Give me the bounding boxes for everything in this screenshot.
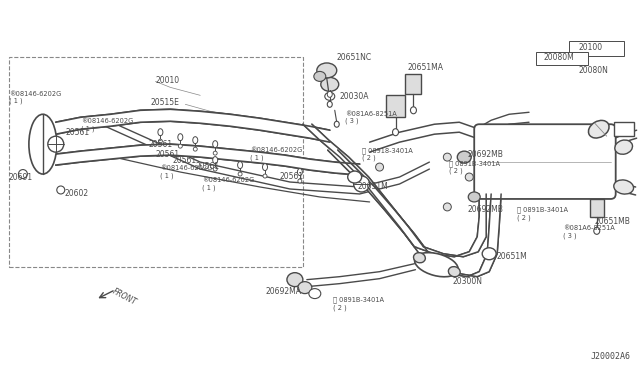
Text: 20030A: 20030A [340, 92, 369, 101]
Bar [590, 199, 604, 217]
Text: Ⓝ 0891B-3401A
( 2 ): Ⓝ 0891B-3401A ( 2 ) [517, 207, 568, 221]
Text: 20561: 20561 [172, 155, 196, 164]
Ellipse shape [444, 153, 451, 161]
Ellipse shape [57, 186, 65, 194]
Ellipse shape [392, 129, 399, 136]
Ellipse shape [287, 273, 303, 286]
Text: 20651MA: 20651MA [408, 63, 444, 72]
Ellipse shape [410, 107, 417, 114]
Text: 20692MA: 20692MA [265, 287, 301, 296]
Ellipse shape [465, 173, 473, 181]
Text: 20692MB: 20692MB [467, 150, 503, 158]
Ellipse shape [213, 167, 217, 171]
Ellipse shape [468, 192, 480, 202]
Text: ®081A6-8251A
( 3 ): ®081A6-8251A ( 3 ) [345, 110, 396, 124]
Text: 20561: 20561 [148, 140, 173, 149]
Text: ®08146-6202G
( 1 ): ®08146-6202G ( 1 ) [9, 91, 61, 104]
Text: J20002A6: J20002A6 [591, 352, 630, 361]
Polygon shape [56, 144, 360, 175]
Ellipse shape [327, 101, 332, 107]
Text: 20100: 20100 [579, 43, 603, 52]
Ellipse shape [449, 267, 460, 277]
Bar [406, 74, 421, 94]
Ellipse shape [262, 164, 268, 170]
Text: ®08146-6202G
( 1 ): ®08146-6202G ( 1 ) [250, 147, 302, 161]
Bar [569, 41, 623, 57]
Text: 20515E: 20515E [150, 98, 179, 107]
Bar [614, 122, 634, 136]
Text: Ⓝ 08918-3401A
( 2 ): Ⓝ 08918-3401A ( 2 ) [362, 147, 412, 161]
Text: 20080M: 20080M [544, 53, 575, 62]
Ellipse shape [237, 161, 243, 169]
Text: 20561: 20561 [66, 128, 90, 137]
Ellipse shape [298, 179, 302, 183]
Bar [385, 95, 406, 117]
Ellipse shape [615, 140, 632, 154]
Ellipse shape [324, 92, 335, 100]
Ellipse shape [212, 157, 218, 164]
Text: ®081A6-8251A
( 3 ): ®081A6-8251A ( 3 ) [563, 225, 614, 238]
Text: 20010: 20010 [156, 76, 180, 85]
Text: 20602: 20602 [65, 189, 89, 199]
Polygon shape [56, 109, 330, 142]
Ellipse shape [594, 227, 600, 234]
Ellipse shape [158, 129, 163, 136]
Ellipse shape [314, 71, 326, 81]
Ellipse shape [159, 139, 163, 143]
Text: ®08146-6202G
( 1 ): ®08146-6202G ( 1 ) [161, 165, 212, 179]
Text: Ⓝ 0891B-3401A
( 2 ): Ⓝ 0891B-3401A ( 2 ) [333, 296, 384, 311]
Text: FRONT: FRONT [111, 286, 138, 307]
Text: 20651M: 20651M [358, 183, 388, 192]
Ellipse shape [193, 147, 197, 151]
Ellipse shape [263, 174, 267, 178]
Ellipse shape [354, 176, 370, 192]
Text: 20651M: 20651M [496, 252, 527, 261]
Polygon shape [303, 124, 424, 247]
Ellipse shape [19, 170, 28, 179]
Polygon shape [415, 194, 486, 257]
Ellipse shape [317, 63, 337, 78]
Text: ®08146-6202G
( 1 ): ®08146-6202G ( 1 ) [81, 118, 133, 132]
Ellipse shape [588, 121, 609, 138]
Ellipse shape [29, 114, 57, 174]
Text: 20651MB: 20651MB [595, 217, 630, 227]
Ellipse shape [415, 253, 458, 277]
Bar [536, 51, 588, 65]
Text: 20561: 20561 [156, 150, 180, 158]
Ellipse shape [327, 92, 332, 97]
FancyBboxPatch shape [474, 124, 616, 199]
Ellipse shape [298, 282, 312, 294]
Ellipse shape [213, 151, 217, 155]
Text: Ⓝ 0891B-3401A
( 2 ): Ⓝ 0891B-3401A ( 2 ) [449, 160, 500, 174]
Ellipse shape [482, 248, 496, 260]
Ellipse shape [178, 134, 183, 141]
Ellipse shape [413, 253, 426, 263]
Ellipse shape [48, 136, 64, 152]
Ellipse shape [298, 169, 302, 176]
Polygon shape [429, 194, 501, 277]
Ellipse shape [238, 172, 242, 176]
Polygon shape [328, 150, 439, 267]
Ellipse shape [309, 289, 321, 299]
Ellipse shape [179, 144, 182, 148]
Text: 20691: 20691 [9, 173, 33, 182]
Text: 20080N: 20080N [579, 66, 609, 75]
Ellipse shape [458, 151, 471, 163]
Text: 20561: 20561 [195, 161, 220, 171]
Text: 20651NC: 20651NC [337, 53, 372, 62]
Ellipse shape [193, 137, 198, 144]
Bar [9, 58, 303, 267]
Ellipse shape [321, 77, 339, 92]
Ellipse shape [334, 121, 339, 127]
Text: 20561: 20561 [280, 171, 304, 180]
Ellipse shape [614, 180, 634, 194]
Ellipse shape [376, 163, 383, 171]
Ellipse shape [444, 203, 451, 211]
Text: 20300N: 20300N [452, 277, 483, 286]
Text: 20692MB: 20692MB [467, 205, 503, 214]
Ellipse shape [212, 141, 218, 148]
Text: ®08146-6202G
( 1 ): ®08146-6202G ( 1 ) [202, 177, 255, 191]
Ellipse shape [348, 171, 362, 183]
